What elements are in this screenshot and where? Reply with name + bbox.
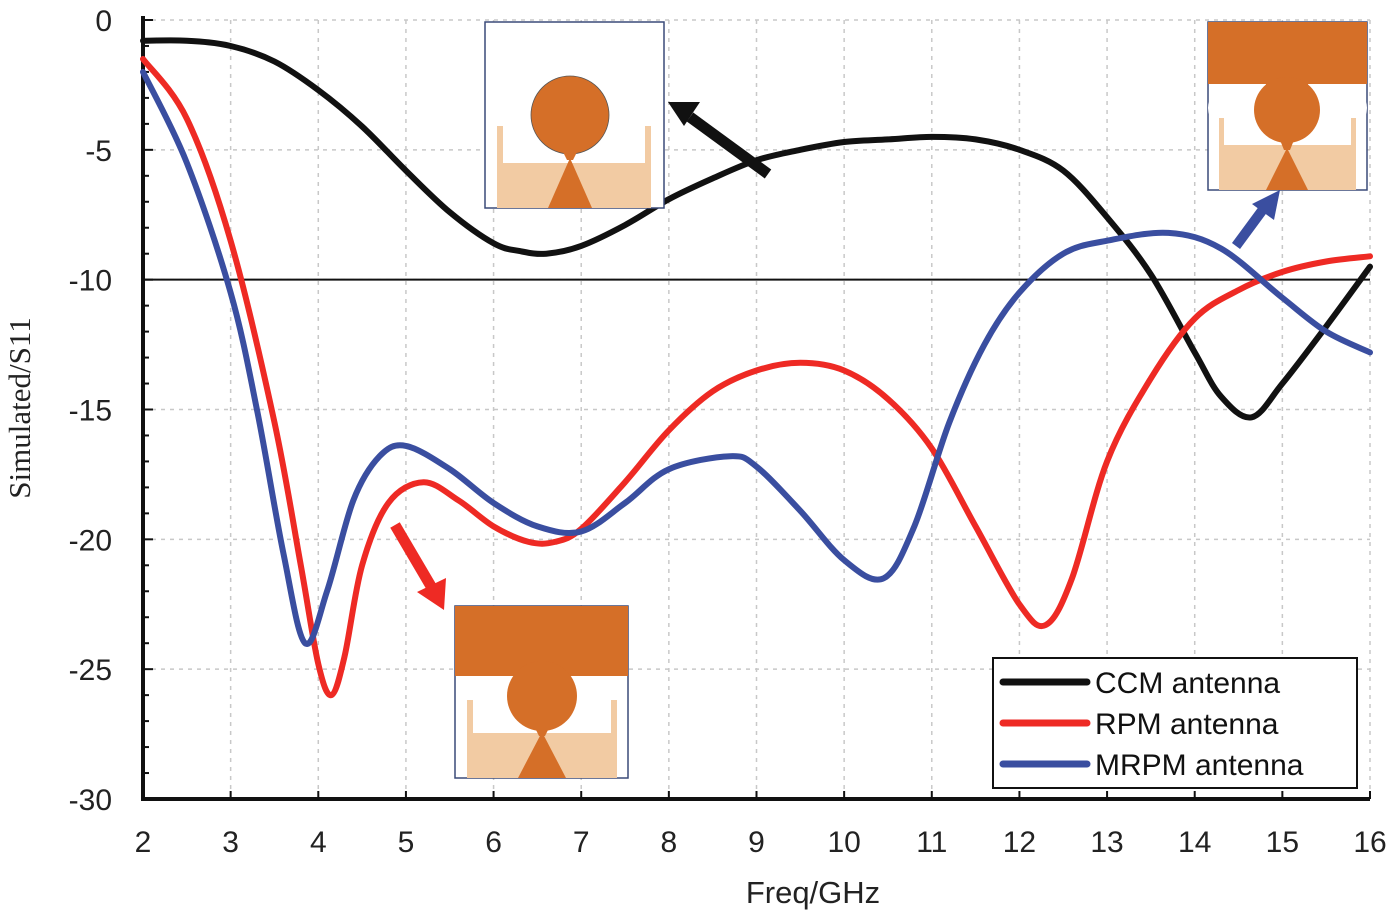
x-tick-label-12: 12 xyxy=(1003,826,1036,859)
y-tick-label--10: -10 xyxy=(69,265,112,298)
ccm-arrow xyxy=(668,102,772,179)
x-tick-label-10: 10 xyxy=(827,826,860,859)
ccm-patch-circle xyxy=(530,75,610,155)
x-tick-label-8: 8 xyxy=(661,826,678,859)
x-tick-label-9: 9 xyxy=(748,826,765,859)
mrpm-arrow-head xyxy=(1252,190,1280,220)
rpm-wall-left xyxy=(467,700,473,736)
ccm-antenna-inset xyxy=(484,21,665,209)
x-tick-label-5: 5 xyxy=(398,826,415,859)
y-tick-label--30: -30 xyxy=(69,784,112,817)
x-tick-label-15: 15 xyxy=(1266,826,1299,859)
y-tick-label--5: -5 xyxy=(85,135,112,168)
x-tick-label-16: 16 xyxy=(1353,826,1386,859)
x-tick-label-6: 6 xyxy=(485,826,502,859)
x-tick-label-11: 11 xyxy=(916,826,947,859)
x-tick-label-7: 7 xyxy=(573,826,590,859)
mrpm-cut-left xyxy=(1208,86,1252,130)
rpm-patch-circle xyxy=(507,661,577,731)
legend: CCM antenna RPM antenna MRPM antenna xyxy=(992,657,1358,789)
ccm-substrate-wall-right xyxy=(645,126,651,166)
ccm-substrate-wall-left xyxy=(497,126,503,166)
mrpm-wall-right xyxy=(1351,118,1356,148)
ccm-neck xyxy=(562,150,578,160)
ccm-feed-triangle xyxy=(548,158,592,208)
mrpm-ground-plane xyxy=(1208,22,1367,84)
axes xyxy=(141,16,1371,801)
mrpm-cut-right xyxy=(1323,86,1367,130)
legend-label-mrpm-antenna: MRPM antenna xyxy=(1095,749,1304,782)
y-tick-label--20: -20 xyxy=(69,524,112,557)
y-tick-label--15: -15 xyxy=(69,395,112,428)
rpm-arrow-shaft xyxy=(390,522,437,591)
mrpm-arrow-shaft xyxy=(1231,205,1269,249)
ccm-arrow-shaft xyxy=(686,112,772,179)
legend-label-ccm-antenna: CCM antenna xyxy=(1095,667,1280,700)
rpm-antenna-inset xyxy=(454,605,629,779)
series-line-mrpm-antenna xyxy=(140,68,1373,647)
tick-labels: 2 3 4 5 6 7 8 9 10 11 12 13 14 15 16 0 -5 -10 -15 -20 -25 -30 xyxy=(69,5,1387,859)
mrpm-feed-triangle xyxy=(1266,148,1308,190)
series-line-ccm-antenna xyxy=(140,37,1373,421)
series-lines xyxy=(140,37,1373,699)
mrpm-antenna-inset xyxy=(1207,21,1368,191)
y-axis-title: Simulated/S11 xyxy=(2,317,37,498)
x-tick-label-3: 3 xyxy=(222,826,239,859)
y-tick-label--25: -25 xyxy=(69,654,112,687)
x-tick-label-13: 13 xyxy=(1090,826,1123,859)
series-line-rpm-antenna xyxy=(140,56,1373,699)
rpm-arrow-head xyxy=(417,578,446,610)
x-tick-label-2: 2 xyxy=(135,826,152,859)
x-tick-label-4: 4 xyxy=(310,826,327,859)
mrpm-neck xyxy=(1280,140,1294,150)
rpm-feed-triangle xyxy=(518,732,566,778)
rpm-arrow xyxy=(390,522,446,610)
y-tick-label-0: 0 xyxy=(95,5,112,38)
legend-label-rpm-antenna: RPM antenna xyxy=(1095,708,1279,741)
x-axis-title: Freq/GHz xyxy=(746,875,880,910)
ccm-arrow-head xyxy=(668,102,700,126)
rpm-wall-right xyxy=(611,700,617,736)
mrpm-patch-bridge xyxy=(1266,80,1308,96)
mrpm-wall-left xyxy=(1219,118,1224,148)
x-tick-label-14: 14 xyxy=(1178,826,1211,859)
mrpm-arrow xyxy=(1231,190,1280,249)
